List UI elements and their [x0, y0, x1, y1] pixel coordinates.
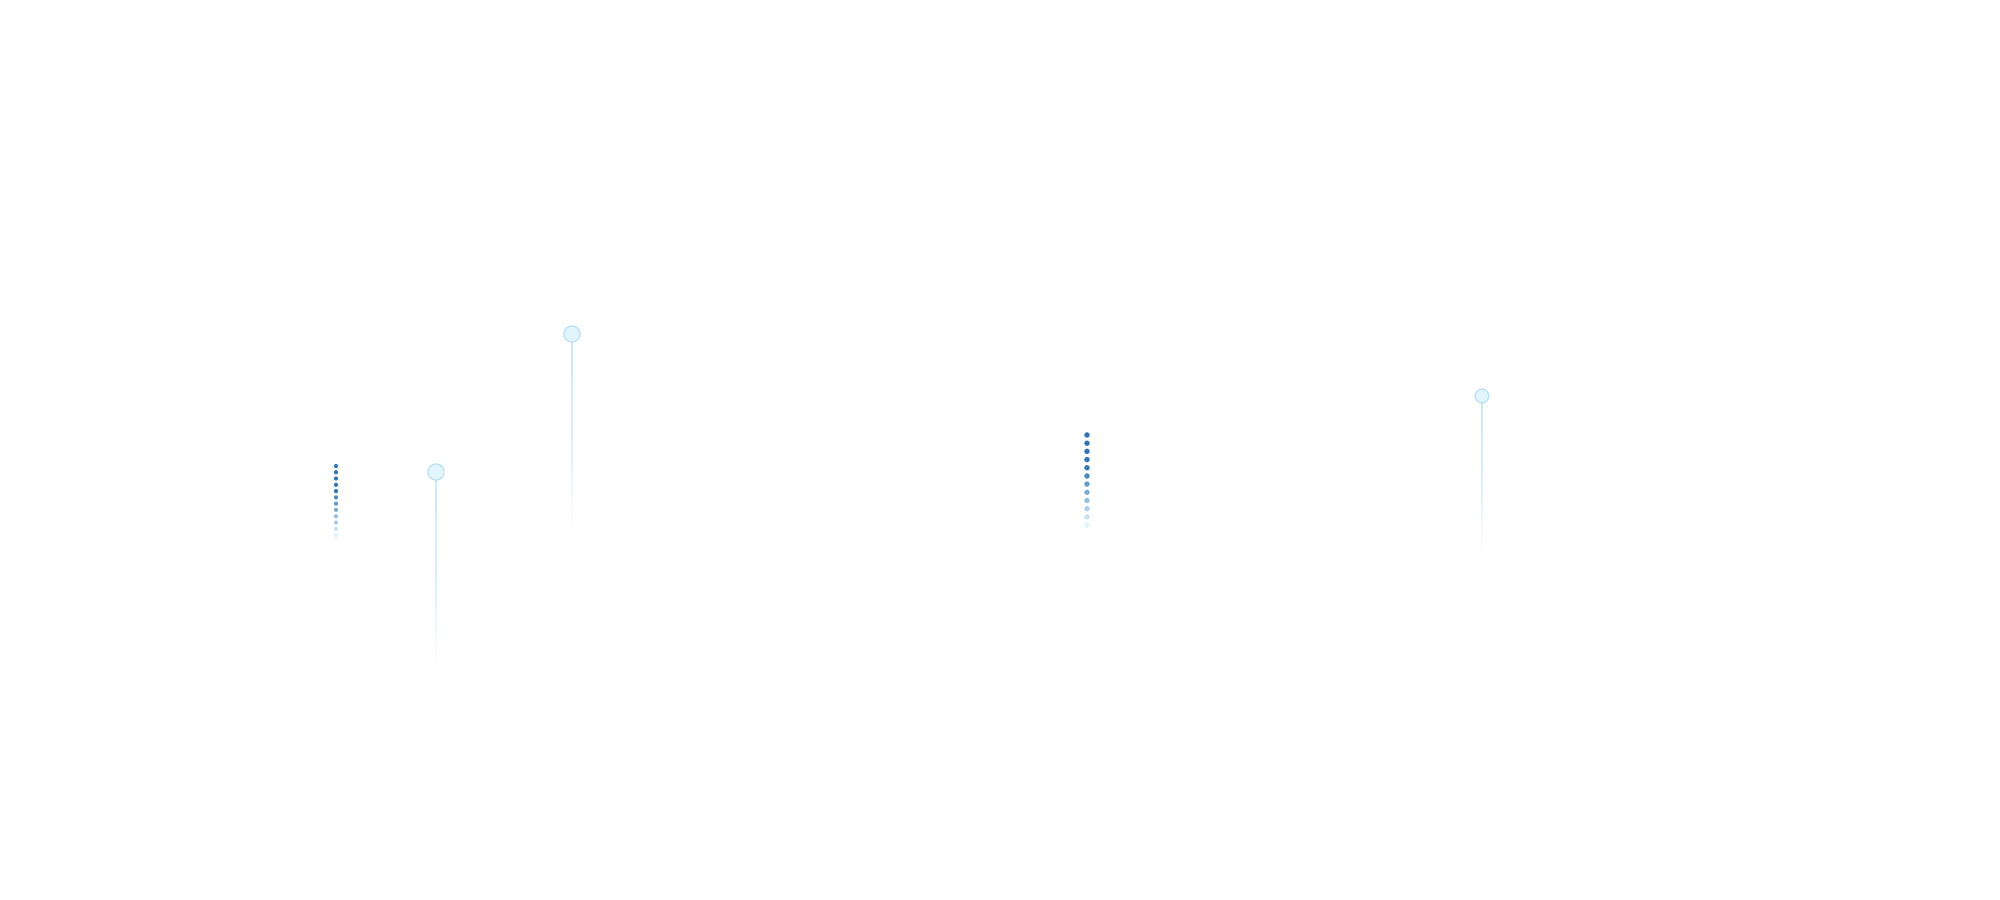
- pin-left-high-line: [571, 342, 573, 547]
- dot: [333, 482, 339, 487]
- dot: [1084, 456, 1090, 463]
- dot: [1084, 522, 1090, 528]
- dot: [1084, 440, 1090, 446]
- dot: [1084, 465, 1090, 471]
- dot: [1084, 448, 1090, 455]
- dot: [1084, 505, 1090, 512]
- dot: [333, 514, 339, 519]
- dot: [333, 520, 339, 525]
- dot: [333, 463, 339, 469]
- dot: [1084, 481, 1090, 487]
- pin-right-line: [1481, 402, 1483, 565]
- dot: [333, 526, 339, 531]
- pin-left-low-circle-icon: [427, 463, 445, 481]
- dot: [1084, 432, 1090, 438]
- dot: [333, 501, 339, 506]
- pin-left-low-line: [435, 480, 437, 683]
- dot: [333, 532, 339, 538]
- dot: [333, 476, 339, 481]
- dot: [333, 495, 339, 500]
- dot: [1084, 473, 1090, 479]
- pin-left-high-circle-icon: [563, 325, 581, 343]
- pin-right-circle-icon: [1474, 388, 1490, 404]
- dot: [333, 470, 339, 475]
- dot: [333, 488, 339, 494]
- dot: [333, 507, 339, 513]
- dot: [1084, 497, 1090, 504]
- dot: [1084, 489, 1090, 495]
- dot: [1084, 514, 1090, 520]
